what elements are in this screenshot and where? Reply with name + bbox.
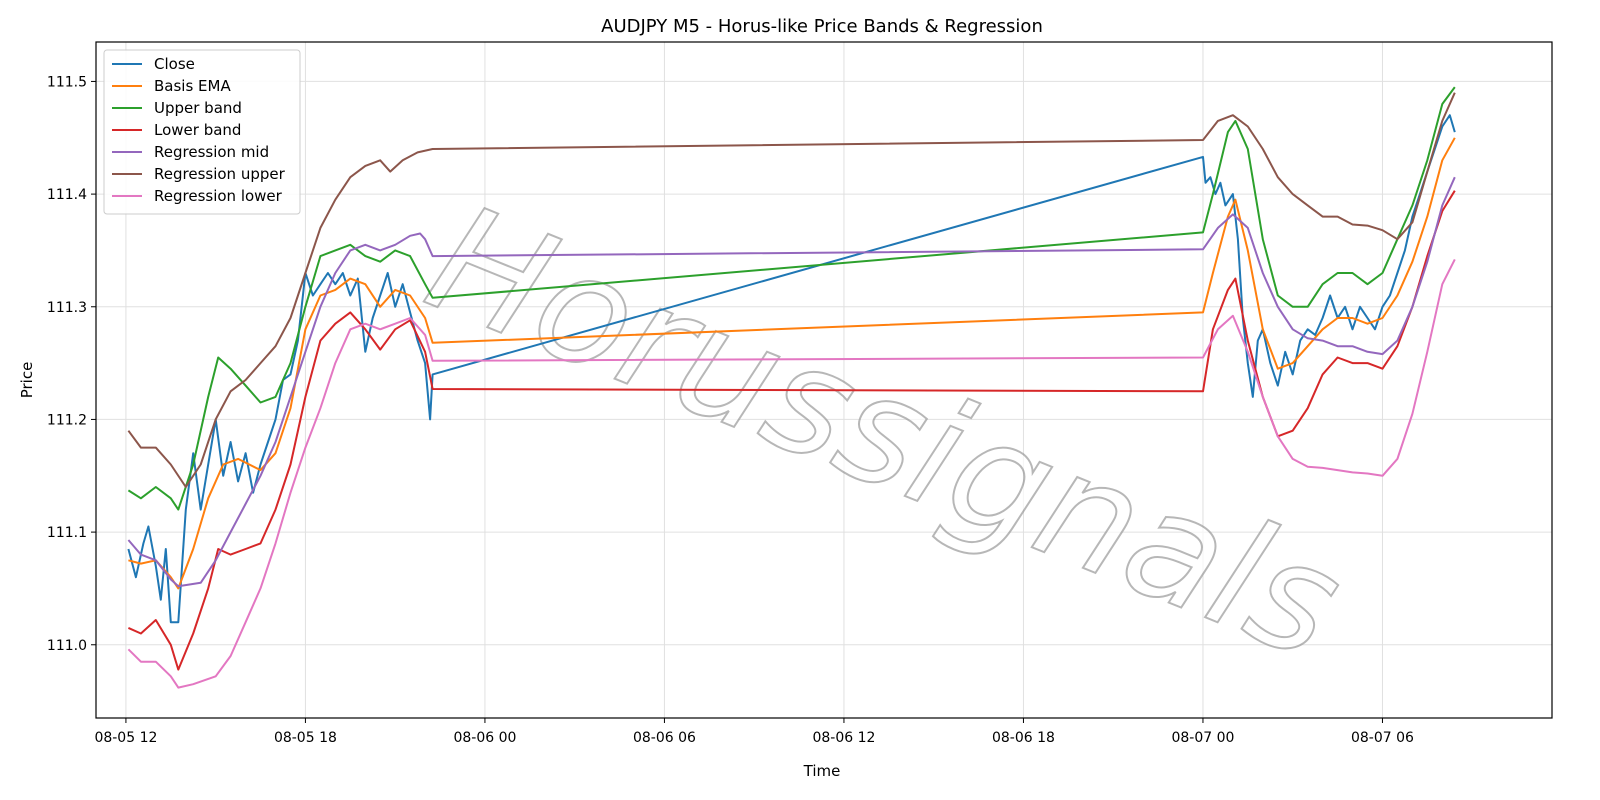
y-axis-ticks: 111.0 111.1 111.2 111.3 111.4 111.5 <box>47 74 96 654</box>
x-tick-label: 08-06 18 <box>992 730 1055 746</box>
legend-box <box>103 49 301 215</box>
legend-label-basis-ema: Basis EMA <box>154 77 231 95</box>
y-tick-label: 111.3 <box>47 300 87 316</box>
legend-label-lower-band: Lower band <box>154 121 241 139</box>
series-line-regression-upper <box>127 92 1456 488</box>
y-tick-label: 111.1 <box>47 525 87 541</box>
series-line-basis-ema <box>128 137 1456 590</box>
series-line-close <box>127 114 1456 624</box>
legend: Close Basis EMA Upper band Lower band Regres… <box>103 49 301 215</box>
chart-title: AUDJPY M5 - Horus-like Price Bands & Reg… <box>601 16 1043 37</box>
series-line-regression-mid <box>127 176 1456 588</box>
legend-label-close: Close <box>154 55 195 73</box>
y-axis-label: Price <box>18 362 36 399</box>
x-axis-label: Time <box>803 762 841 780</box>
series-line-regression-lower <box>127 258 1456 689</box>
y-tick-label: 111.4 <box>47 187 87 203</box>
y-tick-label: 111.2 <box>47 412 87 428</box>
y-tick-label: 111.5 <box>47 74 87 90</box>
x-tick-label: 08-05 12 <box>94 730 157 746</box>
legend-label-upper-band: Upper band <box>154 99 242 117</box>
x-tick-label: 08-07 00 <box>1171 730 1234 746</box>
legend-label-regression-mid: Regression mid <box>154 143 269 161</box>
grid <box>96 42 1552 718</box>
legend-label-regression-lower: Regression lower <box>154 187 283 205</box>
plot-frame <box>95 41 1553 719</box>
x-axis-ticks: 08-05 12 08-05 18 08-06 00 08-06 06 08-06 12… <box>94 718 1414 746</box>
series-lines <box>127 86 1456 689</box>
x-tick-label: 08-06 00 <box>453 730 516 746</box>
x-tick-label: 08-06 06 <box>633 730 696 746</box>
x-tick-label: 08-07 06 <box>1351 730 1414 746</box>
x-tick-label: 08-05 18 <box>274 730 337 746</box>
series-line-lower-band <box>127 190 1456 671</box>
series-line-upper-band <box>127 86 1456 511</box>
x-tick-label: 08-06 12 <box>812 730 875 746</box>
y-tick-label: 111.0 <box>47 638 87 654</box>
legend-label-regression-upper: Regression upper <box>154 165 286 183</box>
